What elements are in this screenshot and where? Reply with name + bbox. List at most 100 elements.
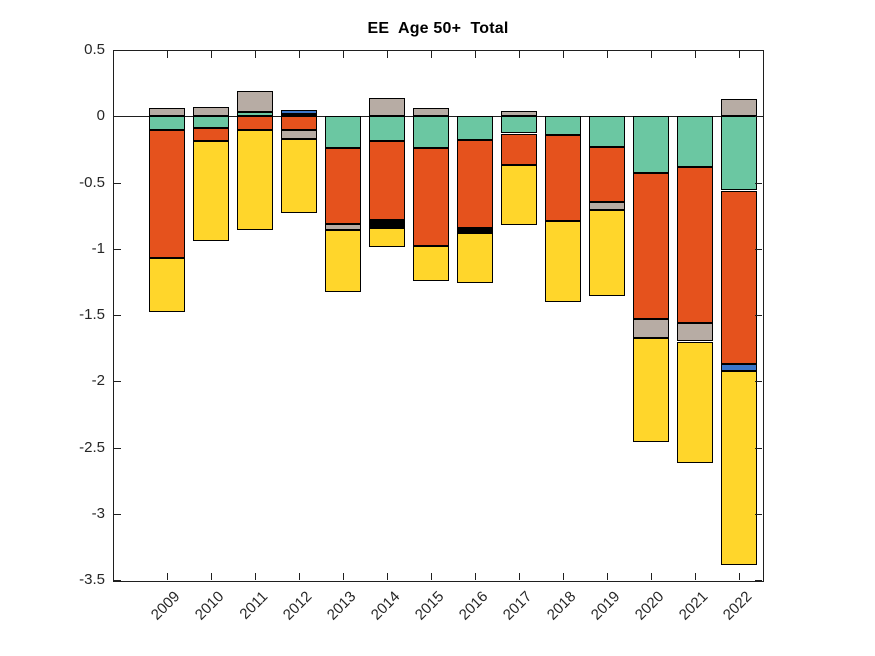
y-tick-right: [755, 116, 762, 117]
bar-segment-gray-2021: [677, 322, 713, 342]
bar-segment-yellow-2015: [413, 246, 449, 281]
bar-segment-yellow-2017: [501, 165, 537, 225]
bar-segment-orange-2009: [149, 129, 185, 258]
y-tick-right: [755, 580, 762, 581]
bar-segment-yellow-2020: [633, 337, 669, 443]
bar-segment-orange-2015: [413, 148, 449, 247]
x-tick-bottom: [431, 573, 432, 580]
x-tick-label-2009: 2009: [147, 588, 184, 624]
x-tick-label-2016: 2016: [455, 588, 492, 624]
y-tick-right: [755, 448, 762, 449]
x-tick-bottom: [387, 573, 388, 580]
x-tick-label-2020: 2020: [631, 588, 668, 624]
x-tick-bottom: [475, 573, 476, 580]
bar-segment-orange-2017: [501, 133, 537, 166]
bar-segment-orange-2016: [457, 140, 493, 228]
bar-segment-teal-green-2013: [325, 116, 361, 149]
y-tick-left: [114, 448, 121, 449]
y-tick-right: [755, 183, 762, 184]
x-tick-label-2014: 2014: [367, 588, 404, 624]
y-tick-right: [755, 514, 762, 515]
y-tick-label: -0.5: [79, 173, 105, 191]
bar-segment-teal-green-2020: [633, 116, 669, 174]
x-tick-label-2017: 2017: [499, 588, 536, 624]
bar-segment-gray-2019: [589, 202, 625, 211]
x-tick-bottom: [519, 573, 520, 580]
bar-segment-yellow-2011: [237, 129, 273, 231]
bar-segment-gray-2013: [325, 223, 361, 231]
bar-segment-yellow-2018: [545, 220, 581, 302]
y-tick-label: -1: [91, 239, 105, 257]
x-tick-bottom: [607, 573, 608, 580]
x-tick-bottom: [299, 573, 300, 580]
bar-segment-teal-green-2017: [501, 116, 537, 134]
x-tick-bottom: [167, 573, 168, 580]
y-tick-label: -3: [91, 504, 105, 522]
bar-segment-teal-green-2012: [281, 113, 317, 117]
bar-segment-orange-2022: [721, 190, 757, 365]
bar-segment-black-2016: [457, 227, 493, 233]
bar-segment-teal-green-2014: [369, 116, 405, 142]
bar-segment-black-2014: [369, 219, 405, 228]
bar-segment-gray-2012: [281, 129, 317, 139]
bar-segment-orange-2013: [325, 148, 361, 224]
x-tick-top: [255, 51, 256, 58]
x-tick-bottom: [563, 573, 564, 580]
bar-segment-gray-2009: [149, 108, 185, 117]
x-tick-top: [167, 51, 168, 58]
x-tick-top: [343, 51, 344, 58]
bar-segment-orange-2010: [193, 128, 229, 142]
bar-segment-orange-2021: [677, 166, 713, 323]
x-tick-label-2011: 2011: [236, 588, 272, 623]
y-tick-left: [114, 183, 121, 184]
bar-segment-orange-2014: [369, 141, 405, 220]
x-tick-label-2013: 2013: [323, 588, 360, 624]
bar-segment-yellow-2009: [149, 258, 185, 313]
x-tick-label-2010: 2010: [191, 588, 228, 624]
y-tick-right: [755, 50, 762, 51]
x-tick-label-2018: 2018: [543, 588, 580, 624]
bar-segment-yellow-2010: [193, 141, 229, 241]
x-tick-label-2012: 2012: [279, 588, 316, 624]
x-tick-top: [739, 51, 740, 58]
x-tick-bottom: [695, 573, 696, 580]
bar-segment-yellow-2013: [325, 230, 361, 293]
x-tick-top: [475, 51, 476, 58]
bar-segment-orange-2012: [281, 116, 317, 130]
x-tick-top: [431, 51, 432, 58]
y-tick-left: [114, 315, 121, 316]
bar-segment-blue-2022: [721, 364, 757, 371]
y-tick-right: [755, 249, 762, 250]
bar-segment-teal-green-2015: [413, 116, 449, 149]
bar-segment-teal-green-2011: [237, 112, 273, 117]
bar-segment-gray-2015: [413, 108, 449, 117]
x-tick-top: [387, 51, 388, 58]
bar-segment-teal-green-2016: [457, 116, 493, 141]
y-tick-label: -2.5: [79, 438, 105, 456]
y-tick-left: [114, 381, 121, 382]
x-tick-label-2015: 2015: [411, 588, 448, 624]
x-tick-bottom: [739, 573, 740, 580]
bar-segment-yellow-2012: [281, 138, 317, 213]
x-tick-label-2019: 2019: [587, 588, 624, 624]
bar-segment-teal-green-2021: [677, 116, 713, 167]
x-tick-top: [299, 51, 300, 58]
y-tick-left: [114, 580, 121, 581]
bar-segment-orange-2011: [237, 116, 273, 130]
x-tick-label-2022: 2022: [719, 588, 756, 624]
x-tick-top: [651, 51, 652, 58]
bar-segment-teal-green-2022: [721, 116, 757, 191]
bar-segment-yellow-2014: [369, 227, 405, 248]
bar-segment-orange-2019: [589, 146, 625, 203]
x-tick-top: [695, 51, 696, 58]
x-tick-top: [563, 51, 564, 58]
x-tick-label-2021: 2021: [675, 588, 712, 624]
bar-segment-gray-2022: [721, 99, 757, 117]
bar-segment-gray-2014: [369, 97, 405, 117]
bar-segment-orange-2020: [633, 173, 669, 319]
chart-title: EE Age 50+ Total: [367, 20, 509, 37]
y-tick-label: -3.5: [79, 571, 105, 588]
bar-segment-yellow-2016: [457, 232, 493, 284]
y-tick-label: -2: [91, 372, 105, 390]
x-tick-top: [519, 51, 520, 58]
